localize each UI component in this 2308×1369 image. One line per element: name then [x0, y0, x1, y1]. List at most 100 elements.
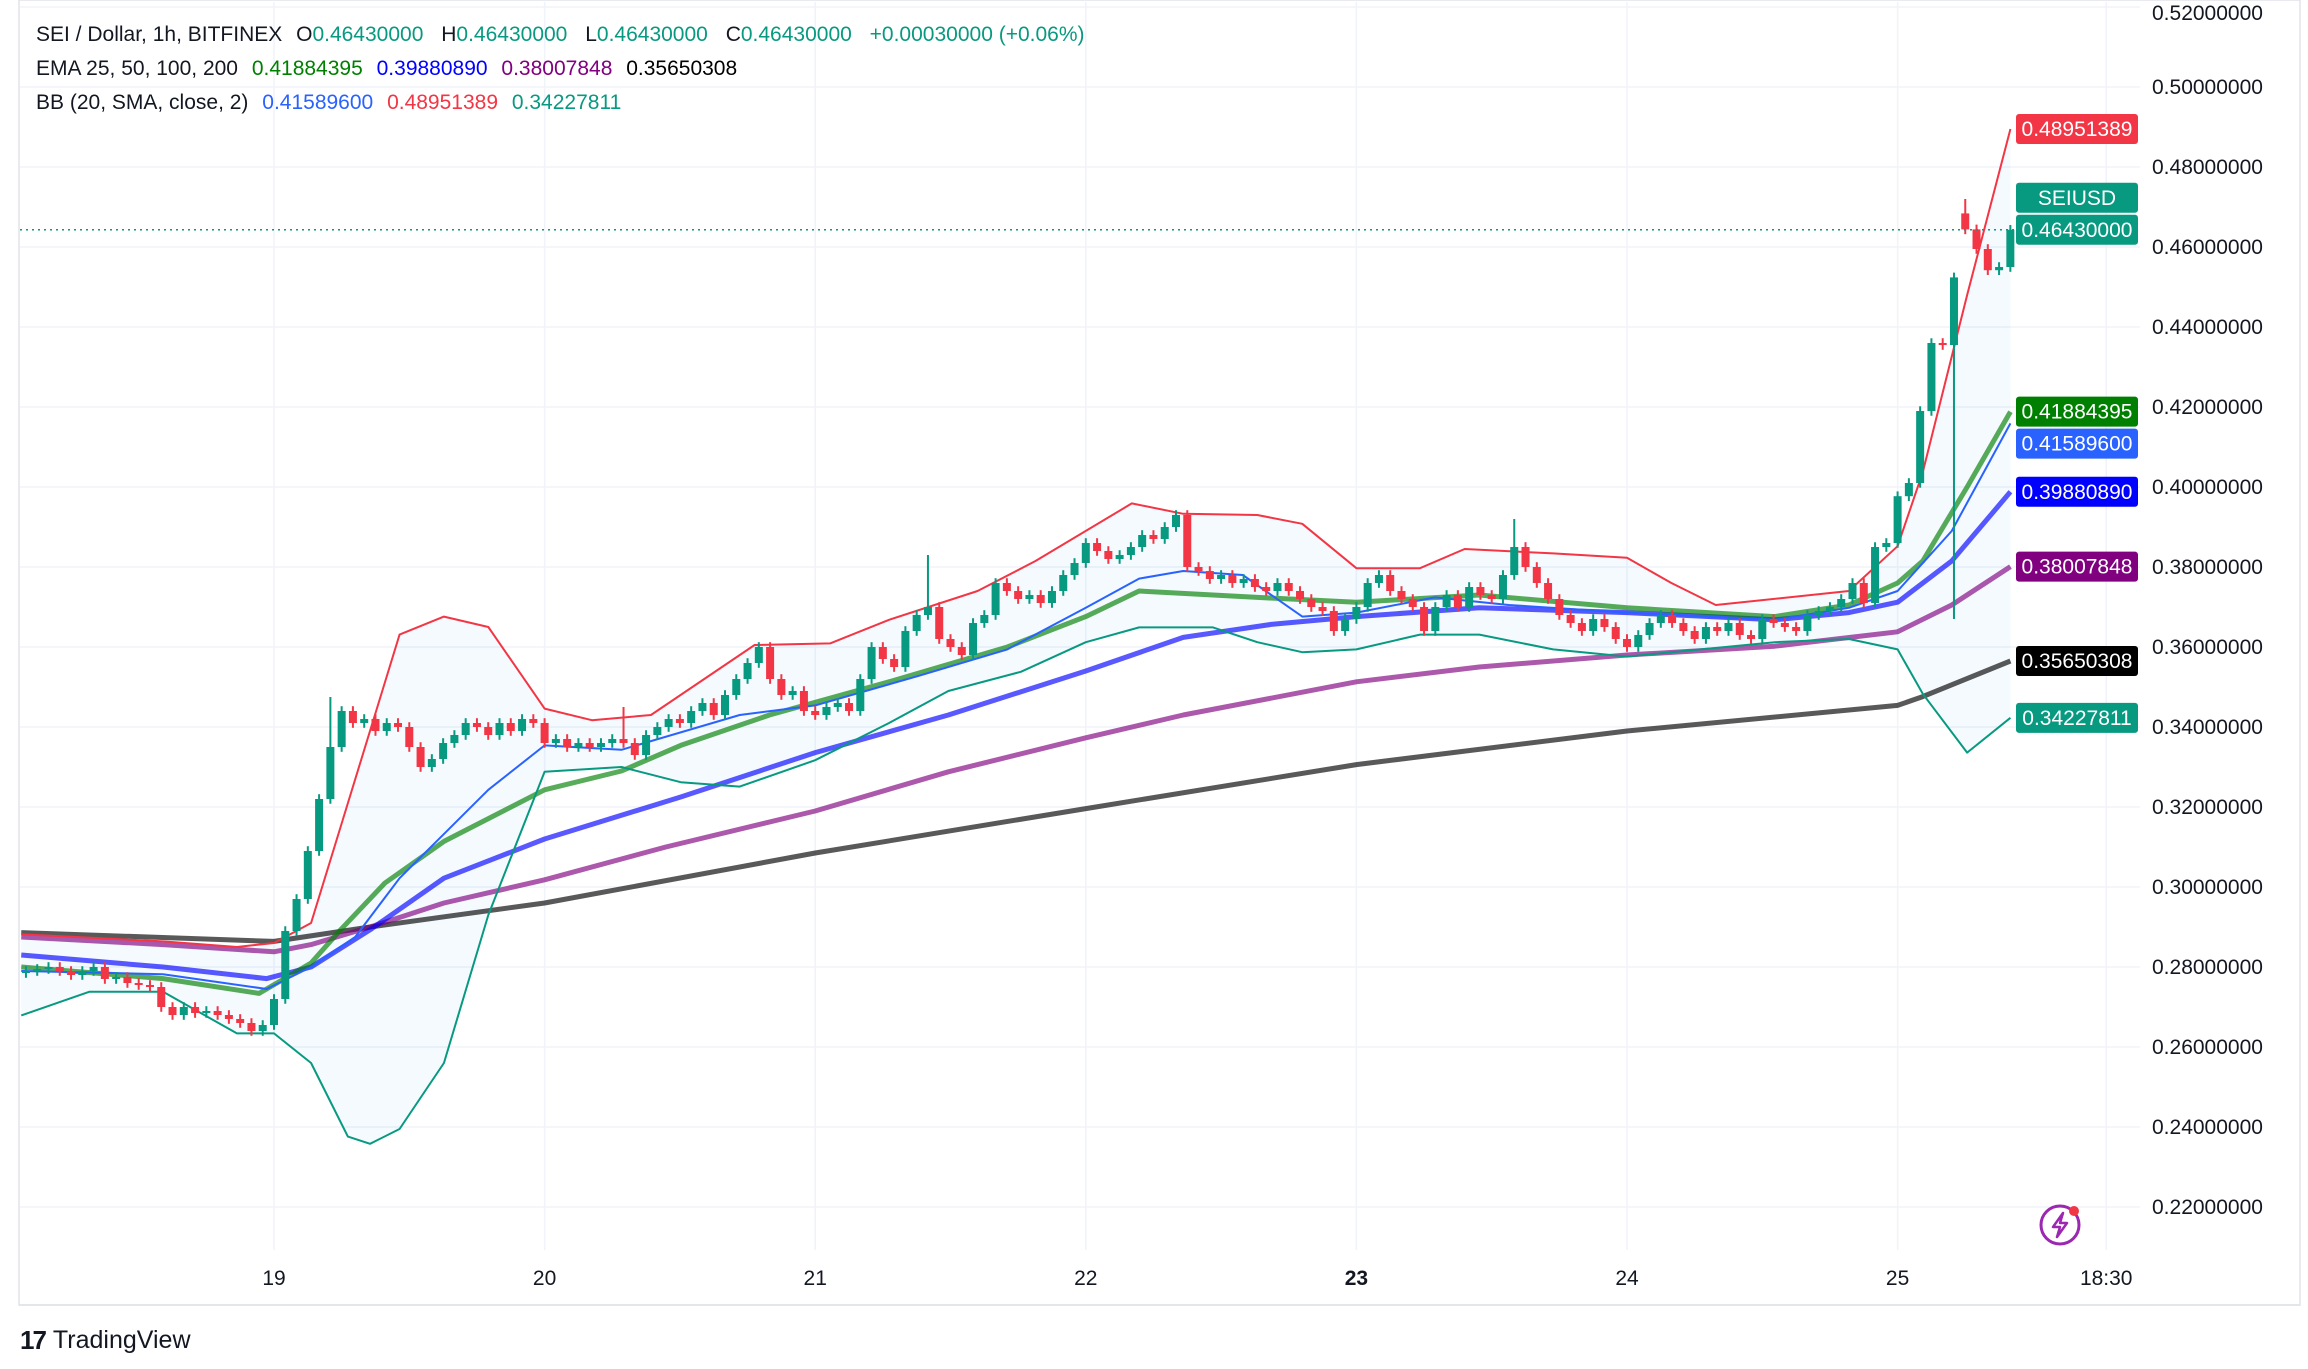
candle[interactable]	[1510, 519, 1519, 580]
candle[interactable]	[540, 718, 549, 748]
candle[interactable]	[236, 1014, 245, 1028]
candle[interactable]	[630, 738, 639, 760]
candle[interactable]	[1701, 622, 1710, 644]
candle[interactable]	[1070, 558, 1079, 580]
candle[interactable]	[1465, 582, 1474, 612]
candle[interactable]	[281, 926, 290, 1004]
candle[interactable]	[991, 578, 1000, 620]
candle[interactable]	[213, 1006, 222, 1020]
candle[interactable]	[529, 714, 538, 728]
candle[interactable]	[1837, 594, 1846, 612]
candle[interactable]	[1025, 590, 1034, 604]
candle[interactable]	[1250, 574, 1259, 592]
candle[interactable]	[1927, 338, 1936, 416]
candle[interactable]	[1758, 614, 1767, 644]
candle[interactable]	[2006, 225, 2015, 272]
candle[interactable]	[687, 706, 696, 728]
candle[interactable]	[1284, 578, 1293, 596]
candle[interactable]	[754, 642, 763, 668]
time-axis[interactable]: 19 20 21 22 23 24 25 18:30	[19, 1267, 2300, 1306]
candle[interactable]	[1735, 618, 1744, 640]
candle[interactable]	[518, 714, 527, 736]
candle[interactable]	[1623, 634, 1631, 652]
candle[interactable]	[619, 707, 628, 748]
candle[interactable]	[1916, 406, 1925, 488]
candle[interactable]	[642, 730, 651, 760]
candle[interactable]	[495, 718, 504, 740]
candle[interactable]	[1228, 570, 1237, 588]
lightning-icon[interactable]	[2039, 1204, 2081, 1246]
candle[interactable]	[890, 654, 899, 672]
candle[interactable]	[1893, 491, 1902, 548]
candle[interactable]	[1160, 522, 1169, 544]
candle[interactable]	[1532, 562, 1541, 588]
candle[interactable]	[191, 1002, 200, 1018]
candle[interactable]	[145, 980, 154, 992]
candle[interactable]	[675, 714, 684, 728]
candle[interactable]	[777, 674, 786, 700]
candle[interactable]	[1792, 622, 1801, 636]
candle[interactable]	[1397, 586, 1406, 604]
candle[interactable]	[1341, 614, 1350, 636]
candle[interactable]	[1093, 538, 1102, 556]
candle[interactable]	[1183, 510, 1192, 572]
candle[interactable]	[1329, 606, 1338, 636]
candle[interactable]	[766, 642, 775, 684]
candle[interactable]	[1904, 478, 1913, 501]
candle[interactable]	[585, 738, 594, 752]
candle[interactable]	[224, 1010, 233, 1024]
candle[interactable]	[1938, 338, 1947, 350]
candle[interactable]	[608, 734, 617, 748]
candle[interactable]	[969, 618, 978, 660]
candle[interactable]	[698, 698, 707, 716]
candle[interactable]	[461, 718, 470, 740]
candle[interactable]	[912, 610, 921, 636]
candle[interactable]	[946, 634, 955, 652]
candle[interactable]	[1521, 542, 1530, 572]
candle[interactable]	[1848, 578, 1857, 604]
candle[interactable]	[1374, 570, 1383, 588]
candle[interactable]	[89, 962, 98, 976]
candle[interactable]	[416, 742, 425, 772]
candle[interactable]	[574, 738, 583, 752]
candle[interactable]	[1262, 582, 1271, 596]
candle[interactable]	[202, 1006, 211, 1018]
candle[interactable]	[1476, 582, 1485, 600]
candle[interactable]	[33, 964, 42, 976]
candle[interactable]	[1352, 602, 1361, 624]
candle[interactable]	[360, 714, 369, 728]
candle[interactable]	[1431, 602, 1440, 636]
candle[interactable]	[1668, 610, 1677, 628]
candle[interactable]	[709, 698, 718, 720]
candle[interactable]	[326, 697, 335, 804]
candle[interactable]	[1115, 550, 1124, 564]
candle[interactable]	[450, 730, 459, 748]
candle[interactable]	[1194, 562, 1203, 576]
candle[interactable]	[427, 754, 436, 772]
candle[interactable]	[78, 966, 87, 980]
candle[interactable]	[1363, 578, 1372, 612]
candle[interactable]	[337, 706, 346, 752]
candle[interactable]	[1442, 590, 1451, 612]
candle[interactable]	[721, 690, 729, 720]
candle[interactable]	[596, 738, 605, 752]
candle[interactable]	[1239, 574, 1248, 588]
candle[interactable]	[1138, 530, 1147, 552]
tradingview-logo[interactable]: 17 TradingView	[20, 1325, 191, 1356]
candle[interactable]	[1713, 622, 1722, 636]
candle[interactable]	[1995, 262, 2004, 275]
candle[interactable]	[901, 626, 910, 672]
candle[interactable]	[1544, 578, 1553, 604]
candle[interactable]	[664, 714, 673, 732]
candle[interactable]	[315, 794, 324, 856]
candle[interactable]	[348, 706, 357, 728]
candle[interactable]	[923, 555, 932, 620]
candle[interactable]	[55, 962, 64, 976]
candle[interactable]	[867, 642, 876, 684]
candle[interactable]	[1420, 602, 1429, 636]
candle[interactable]	[123, 972, 132, 988]
candle[interactable]	[168, 1002, 177, 1020]
candle[interactable]	[100, 962, 109, 984]
candle[interactable]	[856, 674, 865, 716]
